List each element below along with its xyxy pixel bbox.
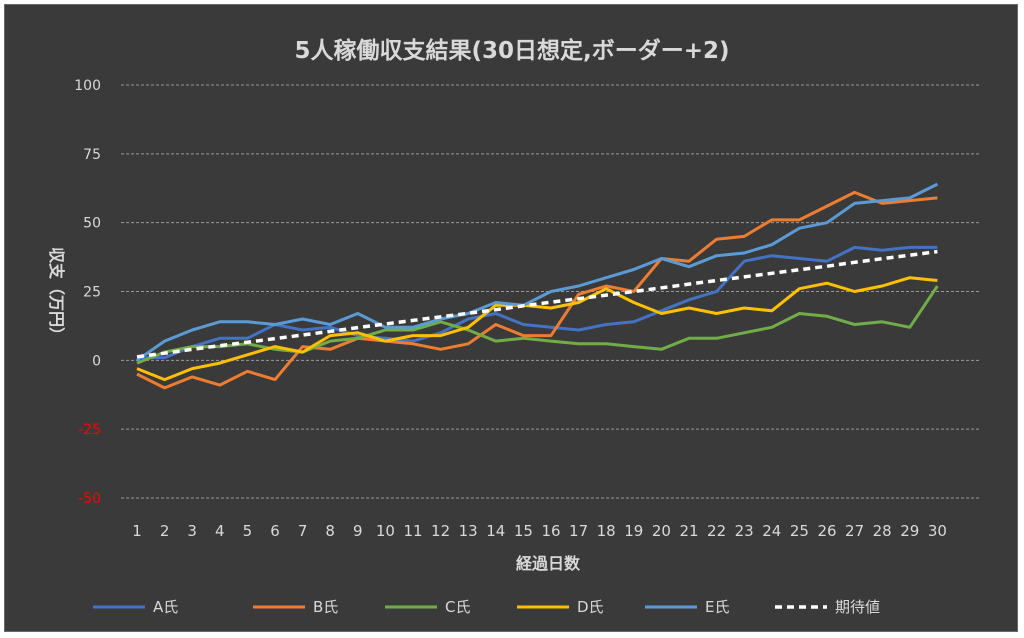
y-axis-ticks: 100 75 50 25 0 -25 -50 — [74, 78, 101, 507]
legend-label: C氏 — [445, 598, 470, 616]
x-tick-label: 15 — [514, 522, 533, 540]
legend-label: 期待値 — [835, 598, 880, 616]
series-line-1 — [137, 245, 938, 360]
x-tick-label: 9 — [353, 522, 363, 540]
x-tick-label: 17 — [569, 522, 588, 540]
series-line-2 — [136, 190, 938, 390]
x-tick-label: 12 — [431, 522, 450, 540]
series-line-5 — [136, 182, 939, 362]
x-tick-label: 2 — [160, 522, 170, 540]
x-tick-label: 16 — [541, 522, 560, 540]
legend-label: E氏 — [705, 598, 729, 616]
x-tick-label: 11 — [403, 522, 422, 540]
x-tick-label: 25 — [790, 522, 809, 540]
y-tick-label: 25 — [83, 285, 101, 301]
x-tick-label: 1 — [132, 522, 142, 540]
x-tick-label: 30 — [928, 522, 947, 540]
x-tick-label: 3 — [187, 522, 197, 540]
y-tick-label: 50 — [83, 216, 101, 232]
x-tick-label: 28 — [873, 522, 892, 540]
legend-label: D氏 — [577, 598, 604, 616]
y-tick-label: -50 — [78, 491, 101, 507]
x-tick-label: 18 — [597, 522, 616, 540]
y-tick-label: 0 — [92, 353, 101, 369]
x-tick-label: 23 — [735, 522, 754, 540]
x-tick-label: 26 — [817, 522, 836, 540]
x-tick-label: 24 — [762, 522, 781, 540]
chart-frame: 100 75 50 25 0 -25 -50 1 2 3 4 5 6 7 8 9 10 11 12 13 14 15 16… — [4, 4, 1018, 632]
series-line-4 — [136, 276, 938, 382]
y-tick-label: -25 — [78, 422, 101, 438]
x-tick-label: 29 — [900, 522, 919, 540]
x-tick-label: 4 — [215, 522, 225, 540]
legend-label: A氏 — [153, 598, 178, 616]
x-tick-label: 10 — [376, 522, 395, 540]
series-lines — [136, 182, 939, 390]
x-tick-label: 6 — [270, 522, 280, 540]
x-tick-label: 14 — [486, 522, 505, 540]
x-axis-ticks: 1 2 3 4 5 6 7 8 9 10 11 12 13 14 15 16 17 18 19 20 21 22 23 24 2… — [132, 522, 947, 540]
gridlines — [121, 84, 979, 499]
x-tick-label: 8 — [325, 522, 335, 540]
x-tick-label: 7 — [298, 522, 308, 540]
y-tick-label: 100 — [74, 78, 101, 94]
x-tick-label: 5 — [243, 522, 253, 540]
x-tick-label: 21 — [679, 522, 698, 540]
x-tick-label: 20 — [652, 522, 671, 540]
x-tick-label: 19 — [624, 522, 643, 540]
x-axis-title: 経過日数 — [516, 554, 581, 573]
series-line-6 — [136, 249, 938, 359]
x-tick-label: 22 — [707, 522, 726, 540]
y-tick-label: 75 — [83, 147, 101, 163]
x-tick-label: 27 — [845, 522, 864, 540]
chart-title: 5人稼働収支結果(30日想定,ボーダー+2) — [294, 37, 729, 64]
x-tick-label: 13 — [459, 522, 478, 540]
legend: A氏 B氏 C氏 D氏 E氏 期待値 — [93, 598, 880, 616]
legend-label: B氏 — [313, 598, 338, 616]
y-axis-title: 収支（万円） — [47, 247, 66, 343]
